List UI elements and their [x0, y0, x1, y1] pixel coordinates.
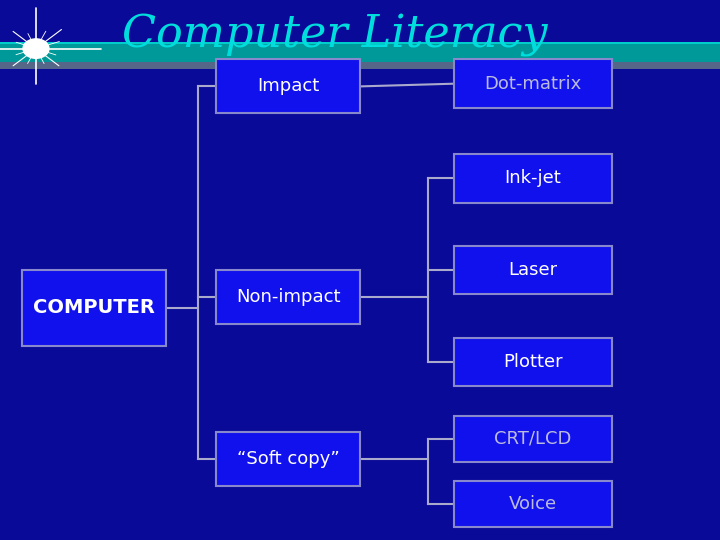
Bar [0, 42, 720, 44]
Text: Impact: Impact [257, 77, 319, 96]
Text: Dot-matrix: Dot-matrix [484, 75, 582, 93]
Bar [454, 59, 612, 108]
Circle shape [23, 39, 49, 58]
Text: Ink-jet: Ink-jet [505, 169, 561, 187]
Bar [454, 481, 612, 526]
Text: CRT/LCD: CRT/LCD [494, 430, 572, 448]
Text: Plotter: Plotter [503, 353, 562, 371]
Bar [454, 154, 612, 202]
Text: Non-impact: Non-impact [235, 288, 341, 306]
Bar [216, 432, 360, 486]
Bar [454, 246, 612, 294]
Bar [22, 270, 166, 346]
Bar [216, 59, 360, 113]
Text: Computer Literacy: Computer Literacy [122, 14, 548, 57]
Text: COMPUTER: COMPUTER [32, 298, 155, 318]
Bar [454, 338, 612, 386]
Text: “Soft copy”: “Soft copy” [237, 450, 339, 468]
Text: Laser: Laser [508, 261, 557, 279]
Bar [216, 270, 360, 324]
Bar [454, 416, 612, 462]
Text: Voice: Voice [509, 495, 557, 512]
Bar [0, 42, 720, 62]
Bar [0, 62, 720, 69]
